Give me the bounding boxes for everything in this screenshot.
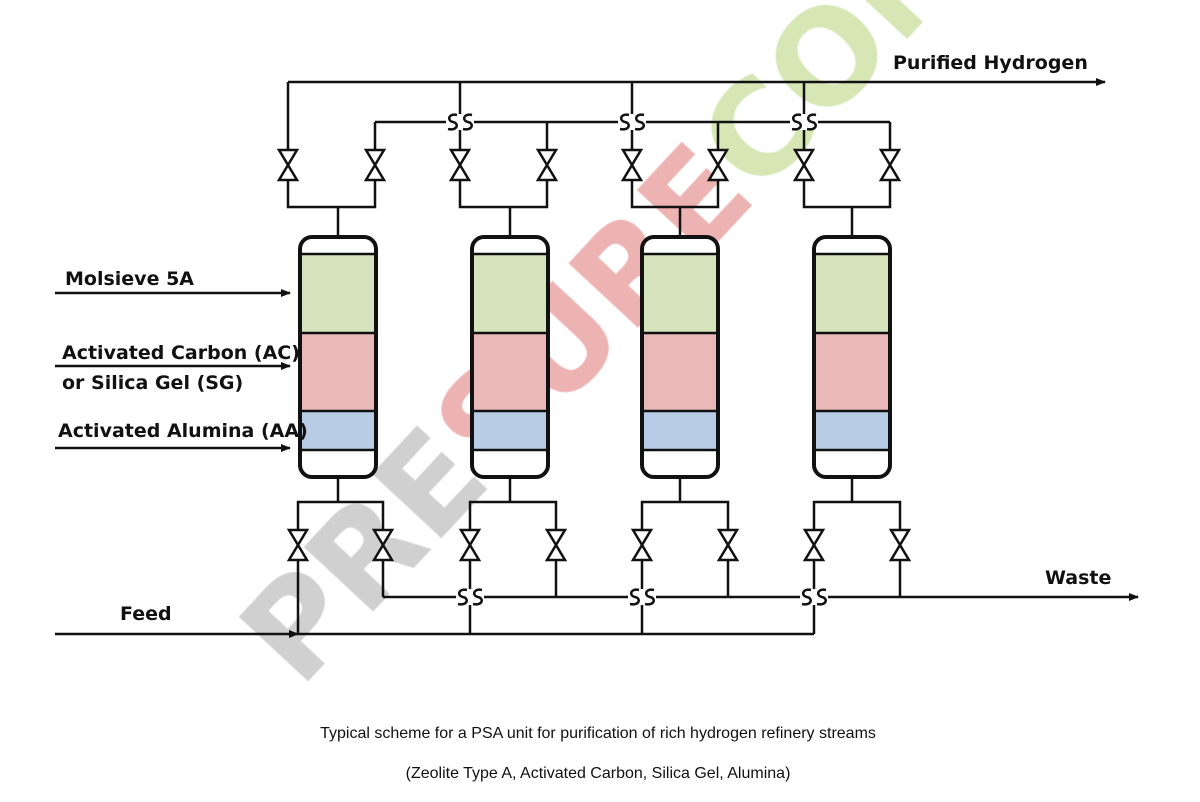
silica-gel-label: or Silica Gel (SG): [62, 372, 243, 394]
vessel-4-alumina-layer: [814, 411, 890, 450]
activated-alumina-label: Activated Alumina (AA): [58, 420, 308, 442]
bottom-crossover-3-right: [816, 588, 827, 606]
top-crossover-2-left: [619, 113, 630, 131]
caption-line-2: (Zeolite Type A, Activated Carbon, Silic…: [406, 765, 791, 782]
vessel-1-bottom-right-valve: [371, 528, 395, 562]
vessel-2-bottom-right-valve: [544, 528, 568, 562]
bottom-crossover-3-left: [801, 588, 812, 606]
top-crossover-1-gap: [446, 114, 474, 130]
vessel-3-molsieve-layer: [642, 254, 718, 333]
top-crossover-2-right: [634, 113, 645, 131]
molsieve-label: Molsieve 5A: [65, 268, 194, 290]
purified-hydrogen-label: Purified Hydrogen: [893, 52, 1088, 74]
vessel-3-bottom-left-valve: [630, 528, 654, 562]
bottom-crossover-2-gap: [628, 589, 656, 605]
vessel-3-bottom-right-valve: [716, 528, 740, 562]
top-crossover-1-right: [462, 113, 473, 131]
vessel-2-carbon-layer: [472, 333, 548, 411]
vessel-1-bottom-left-valve: [286, 528, 310, 562]
vessel-4-shell: [812, 235, 892, 479]
vessel-3-bottom-piping: [640, 500, 730, 634]
vessel-1-top-piping: [286, 82, 377, 209]
vessel-2-alumina-layer: [472, 411, 548, 450]
vessel-4-top-left-valve: [792, 148, 816, 182]
vessel-3-top-left-valve: [620, 148, 644, 182]
bottom-crossover-1-right: [472, 588, 483, 606]
vessel-4-top-right-valve: [878, 148, 902, 182]
caption-line-1: Typical scheme for a PSA unit for purifi…: [320, 725, 876, 742]
vessel-2-molsieve-layer: [472, 254, 548, 333]
bottom-crossover-3-gap: [800, 589, 828, 605]
activated-carbon-label: Activated Carbon (AC): [62, 342, 300, 364]
top-crossover-3-left: [791, 113, 802, 131]
labels: Purified Hydrogen Molsieve 5A Activated …: [58, 52, 1111, 782]
top-crossover-3-right: [806, 113, 817, 131]
vessel-4-bottom-right-valve: [888, 528, 912, 562]
vessel-1-top-right-valve: [363, 148, 387, 182]
vessel-1-bottom-piping: [296, 500, 385, 634]
vessel-2-top-left-valve: [448, 148, 472, 182]
vessel-2-bottom-piping: [468, 500, 558, 634]
vessel-4-carbon-layer: [814, 333, 890, 411]
vessel-3-carbon-layer: [642, 333, 718, 411]
vessel-2-bottom-left-valve: [458, 528, 482, 562]
vessel-3-shell: [640, 235, 720, 479]
vessel-4-bottom-left-valve: [802, 528, 826, 562]
top-crossover-1-left: [447, 113, 458, 131]
vessel-3-alumina-layer: [642, 411, 718, 450]
feed-label: Feed: [120, 603, 172, 625]
bottom-crossover-1-gap: [456, 589, 484, 605]
vessel-1-molsieve-layer: [300, 254, 376, 333]
top-crossover-3-gap: [790, 114, 818, 130]
top-crossover-2-gap: [618, 114, 646, 130]
vessel-1-shell: [298, 235, 378, 479]
piping: [55, 78, 1139, 638]
vessel-1-alumina-layer: [300, 411, 376, 450]
vessel-4-molsieve-layer: [814, 254, 890, 333]
vessel-3-top-piping: [630, 82, 720, 209]
bottom-crossover-1-left: [457, 588, 468, 606]
vessel-4-top-piping: [802, 82, 892, 209]
vessel-4-bottom-piping: [812, 500, 902, 634]
vessel-1-top-left-valve: [276, 148, 300, 182]
bottom-crossover-2-left: [629, 588, 640, 606]
bottom-crossover-2-right: [644, 588, 655, 606]
vessel-1-carbon-layer: [300, 333, 376, 411]
waste-label: Waste: [1045, 567, 1111, 589]
vessel-2-top-piping: [458, 82, 549, 209]
vessel-2-top-right-valve: [535, 148, 559, 182]
vessel-2-shell: [470, 235, 550, 479]
vessel-3-top-right-valve: [706, 148, 730, 182]
